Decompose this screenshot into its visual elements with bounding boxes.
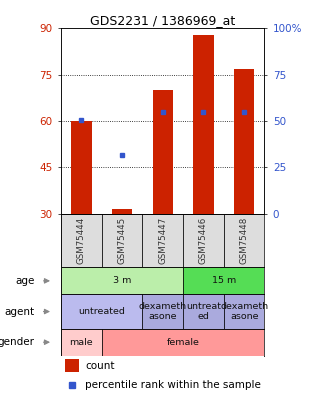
Text: untreat
ed: untreat ed [186, 302, 221, 321]
Title: GDS2231 / 1386969_at: GDS2231 / 1386969_at [90, 14, 235, 27]
Text: count: count [85, 361, 115, 371]
Text: untreated: untreated [78, 307, 125, 316]
Bar [224, 214, 264, 267]
Bar [153, 90, 173, 214]
Bar [61, 294, 142, 328]
Bar [142, 294, 183, 328]
Bar [142, 214, 183, 267]
Text: GSM75446: GSM75446 [199, 217, 208, 264]
Text: 3 m: 3 m [113, 276, 131, 286]
Text: female: female [167, 338, 200, 347]
Bar [224, 294, 264, 328]
Text: male: male [69, 338, 93, 347]
Text: percentile rank within the sample: percentile rank within the sample [85, 380, 261, 390]
Bar [61, 214, 102, 267]
Bar [102, 328, 264, 356]
Text: GSM75448: GSM75448 [240, 217, 249, 264]
Text: dexameth
asone: dexameth asone [220, 302, 268, 321]
Text: dexameth
asone: dexameth asone [139, 302, 187, 321]
Bar [61, 267, 183, 294]
Text: agent: agent [4, 307, 34, 317]
Bar [112, 209, 132, 214]
Bar [102, 214, 142, 267]
Bar [234, 68, 254, 214]
Bar [183, 214, 224, 267]
Bar [183, 294, 224, 328]
Text: 15 m: 15 m [212, 276, 236, 286]
Text: GSM75445: GSM75445 [118, 217, 126, 264]
Text: GSM75444: GSM75444 [77, 217, 86, 264]
Bar [61, 328, 102, 356]
Bar [193, 34, 214, 214]
Bar [65, 360, 80, 373]
Text: GSM75447: GSM75447 [158, 217, 167, 264]
Bar [183, 267, 264, 294]
Bar [71, 121, 92, 214]
Text: age: age [15, 276, 34, 286]
Text: gender: gender [0, 337, 34, 347]
